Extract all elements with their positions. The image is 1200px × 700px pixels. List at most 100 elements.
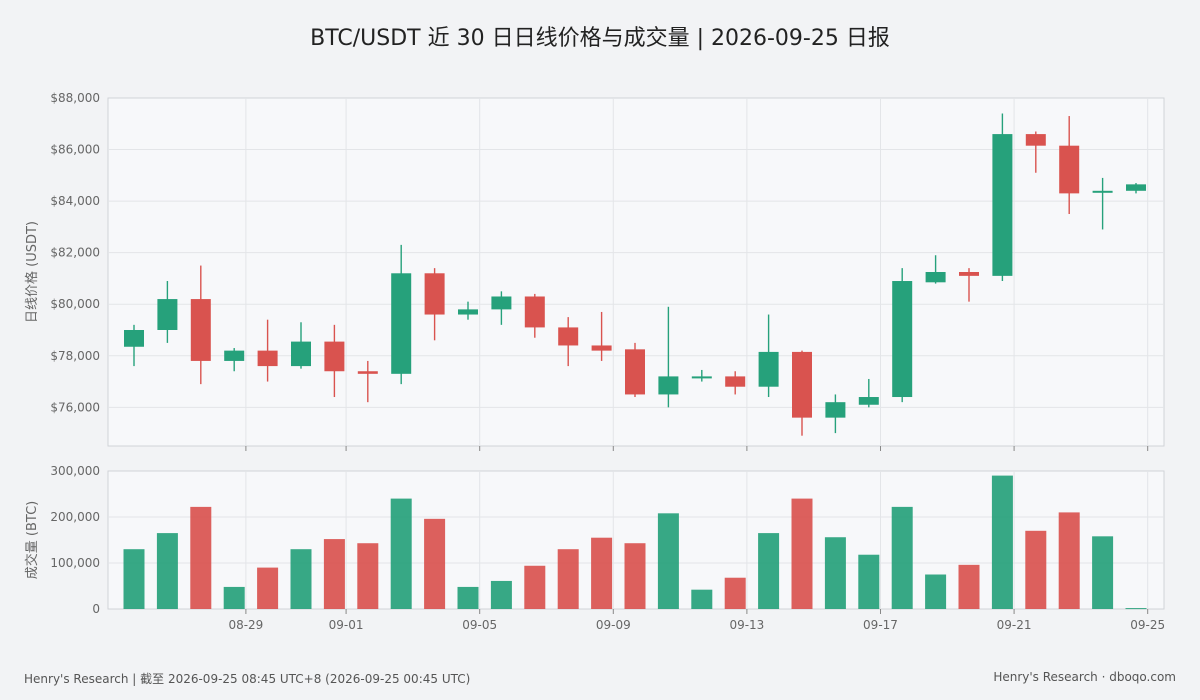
candle — [758, 314, 779, 398]
candle-body — [925, 272, 946, 283]
volume-bar — [724, 577, 746, 609]
candle-body — [1126, 184, 1146, 191]
x-tick-label: 09-09 — [596, 618, 631, 632]
volume-bar — [390, 498, 412, 609]
candle-body — [691, 376, 712, 379]
candle — [925, 255, 946, 284]
candle-body — [1092, 190, 1113, 193]
candle-body — [858, 397, 879, 405]
candle-body — [658, 376, 679, 395]
candle — [1126, 183, 1146, 194]
candle — [291, 322, 311, 369]
candle-body — [625, 349, 645, 395]
volume-bar — [925, 574, 947, 609]
candle — [458, 301, 478, 320]
footer-source: Henry's Research | 截至 2026-09-25 08:45 U… — [24, 672, 471, 686]
candle-body — [291, 341, 311, 367]
price-tick-label: $76,000 — [50, 400, 100, 414]
candle-body — [825, 402, 846, 418]
candle — [892, 268, 913, 403]
volume-bar — [257, 567, 279, 609]
volume-tick-label: 300,000 — [50, 464, 100, 478]
candle — [558, 317, 579, 367]
candle — [1025, 131, 1046, 173]
x-tick-label: 08-29 — [228, 618, 263, 632]
candle — [424, 268, 445, 341]
candle — [1092, 177, 1113, 230]
candle — [825, 394, 846, 434]
volume-bar — [323, 539, 345, 609]
candle-body — [725, 376, 746, 387]
volume-bar — [1125, 608, 1147, 610]
x-tick-label: 09-05 — [462, 618, 497, 632]
volume-bar — [791, 498, 813, 609]
volume-bar — [1058, 512, 1080, 609]
volume-bar — [591, 537, 613, 609]
volume-bar — [991, 475, 1013, 609]
volume-tick-label: 0 — [92, 602, 100, 616]
candle — [124, 324, 144, 367]
candle — [591, 311, 612, 361]
x-tick-label: 09-13 — [729, 618, 764, 632]
volume-tick-label: 200,000 — [50, 510, 100, 524]
volume-bar — [424, 518, 446, 609]
volume-axis-label: 成交量 (BTC) — [24, 501, 40, 579]
candle-body — [424, 273, 445, 315]
candle-body — [491, 296, 512, 310]
candle — [224, 348, 245, 372]
candle — [391, 244, 412, 385]
candle-body — [558, 327, 579, 346]
candle — [357, 360, 378, 403]
candle — [157, 281, 178, 343]
candle — [658, 306, 679, 408]
candle — [792, 350, 812, 436]
volume-bar — [691, 589, 713, 609]
x-tick-label: 09-17 — [863, 618, 898, 632]
candle — [959, 268, 979, 302]
volume-bar — [824, 537, 846, 609]
volume-bar — [123, 549, 145, 609]
volume-bar — [958, 564, 980, 609]
footer-brand: Henry's Research · dboqo.com — [993, 670, 1176, 684]
volume-bar — [457, 586, 479, 609]
candle-body — [124, 330, 144, 347]
x-tick-label: 09-01 — [329, 618, 364, 632]
volume-bar — [858, 554, 880, 609]
price-tick-label: $88,000 — [50, 91, 100, 105]
chart-title: BTC/USDT 近 30 日日线价格与成交量 | 2026-09-25 日报 — [310, 26, 890, 51]
candle-body — [758, 351, 779, 387]
candle-body — [591, 345, 612, 351]
volume-tick-label: 100,000 — [50, 556, 100, 570]
candle-body — [1059, 145, 1080, 194]
candle-body — [357, 371, 378, 374]
volume-bar — [624, 543, 646, 609]
candle-body — [524, 296, 545, 328]
volume-bar — [891, 506, 913, 609]
volume-bar — [156, 533, 178, 609]
candle — [691, 369, 712, 382]
volume-bar — [524, 565, 546, 609]
candle-body — [257, 350, 278, 367]
candle — [257, 319, 278, 382]
price-tick-label: $78,000 — [50, 349, 100, 363]
price-tick-label: $82,000 — [50, 246, 100, 260]
candle — [324, 324, 345, 398]
candle — [992, 113, 1013, 282]
candle — [190, 265, 211, 385]
volume-bar — [758, 533, 780, 609]
volume-bar — [490, 580, 512, 609]
candle-body — [157, 299, 178, 330]
candle — [625, 342, 645, 398]
candle — [858, 378, 879, 408]
candle-body — [324, 341, 345, 372]
volume-bar — [290, 549, 312, 609]
candle-body — [992, 134, 1013, 276]
candle — [524, 293, 545, 338]
candle-body — [792, 351, 812, 418]
candle-body — [959, 272, 979, 276]
candle — [725, 371, 746, 395]
volume-bar — [557, 549, 579, 609]
volume-bar — [357, 543, 379, 609]
x-tick-label: 09-21 — [997, 618, 1032, 632]
